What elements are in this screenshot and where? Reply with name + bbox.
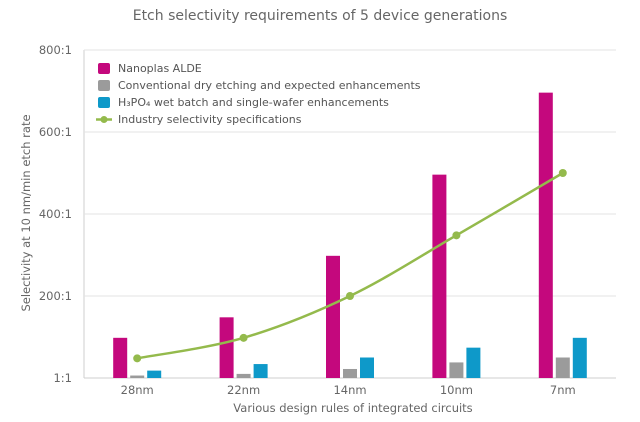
bar-series-1-7nm bbox=[555, 357, 570, 378]
chart-title: Etch selectivity requirements of 5 devic… bbox=[133, 8, 508, 24]
legend-label: Nanoplas ALDE bbox=[118, 62, 202, 75]
legend-label: Industry selectivity specifications bbox=[118, 113, 302, 126]
legend-swatch bbox=[98, 97, 110, 108]
legend-swatch bbox=[98, 80, 110, 91]
bar-series-1-10nm bbox=[449, 362, 464, 378]
line-layer bbox=[133, 169, 567, 363]
bar-series-2-14nm bbox=[360, 357, 374, 378]
bar-series-2-22nm bbox=[253, 364, 268, 378]
bar-series-1-22nm bbox=[236, 373, 251, 378]
bar-series-0-28nm bbox=[113, 337, 128, 378]
x-tick-label: 7nm bbox=[550, 383, 576, 397]
bar-series-2-7nm bbox=[572, 337, 587, 378]
x-tick-labels: 28nm 22nm 14nm 10nm 7nm bbox=[121, 383, 576, 397]
bar-series-1-14nm bbox=[343, 368, 357, 378]
bars-layer bbox=[113, 92, 587, 378]
y-tick-label: 600:1 bbox=[39, 125, 72, 139]
legend-label: H₃PO₄ wet batch and single-wafer enhance… bbox=[118, 96, 389, 109]
y-tick-label: 200:1 bbox=[39, 289, 72, 303]
grid-layer: 1:1 200:1 400:1 600:1 800:1 bbox=[39, 43, 616, 385]
line-point-14nm bbox=[346, 292, 354, 300]
line-point-10nm bbox=[452, 231, 461, 240]
x-tick-label: 22nm bbox=[227, 383, 260, 397]
y-tick-label: 400:1 bbox=[39, 207, 72, 221]
legend-marker bbox=[100, 116, 108, 123]
x-axis-label: Various design rules of integrated circu… bbox=[233, 401, 472, 415]
line-point-7nm bbox=[558, 169, 567, 177]
bar-series-0-10nm bbox=[432, 174, 447, 378]
bar-series-0-22nm bbox=[219, 317, 234, 378]
x-tick-label: 14nm bbox=[333, 383, 366, 397]
legend: Nanoplas ALDE Conventional dry etching an… bbox=[96, 62, 421, 126]
line-point-22nm bbox=[239, 333, 248, 342]
bar-series-0-14nm bbox=[326, 255, 340, 378]
line-series-3 bbox=[136, 171, 564, 360]
legend-swatch bbox=[98, 63, 110, 74]
bar-series-2-28nm bbox=[147, 370, 162, 378]
x-tick-label: 10nm bbox=[440, 383, 473, 397]
legend-label: Conventional dry etching and expected en… bbox=[118, 79, 421, 92]
y-axis-label: Selectivity at 10 nm/min etch rate bbox=[19, 114, 33, 311]
y-tick-label: 800:1 bbox=[39, 43, 72, 57]
y-tick-label: 1:1 bbox=[53, 371, 72, 385]
line-point-28nm bbox=[133, 354, 142, 363]
bar-series-1-28nm bbox=[130, 375, 145, 378]
bar-series-0-7nm bbox=[538, 92, 553, 378]
x-tick-label: 28nm bbox=[121, 383, 154, 397]
bar-series-2-10nm bbox=[466, 347, 481, 378]
